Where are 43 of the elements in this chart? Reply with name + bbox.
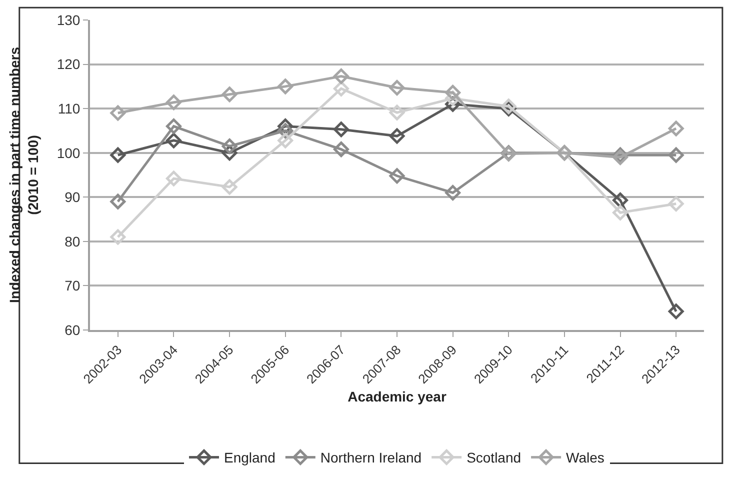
point (333, 142, 349, 158)
y-tick-label: 120 (56, 56, 80, 72)
point (166, 118, 182, 134)
point (389, 80, 405, 96)
point (333, 68, 349, 84)
y-tick-label: 100 (56, 144, 80, 161)
x-axis-title: Academic year (348, 388, 447, 404)
y-tick-label: 110 (58, 100, 80, 116)
point (110, 229, 126, 245)
point (389, 128, 405, 144)
point (668, 120, 684, 136)
point (222, 179, 238, 195)
point (278, 132, 294, 148)
point (110, 105, 126, 121)
y-axis-title: Indexed changes in part time numbers (2010 = 100) (6, 46, 41, 303)
point (110, 194, 126, 210)
point (333, 122, 349, 138)
legend-label: Wales (566, 450, 604, 466)
point (166, 170, 182, 186)
point (389, 104, 405, 120)
point (222, 138, 238, 154)
point (333, 80, 349, 96)
point (668, 147, 684, 163)
point (612, 204, 628, 220)
y-tick-label: 60 (64, 322, 80, 338)
point (110, 147, 126, 163)
point (166, 132, 182, 148)
point (668, 196, 684, 212)
point (278, 78, 294, 94)
y-tick-label: 80 (64, 233, 80, 250)
legend-label: England (224, 450, 276, 466)
point (445, 184, 461, 200)
point (445, 84, 461, 100)
point (222, 86, 238, 102)
point (668, 304, 684, 320)
y-tick-label: 130 (56, 12, 80, 28)
legend-label: Scotland (466, 450, 522, 466)
point (166, 94, 182, 110)
y-tick-label: 70 (64, 278, 80, 294)
point (389, 168, 405, 184)
point (612, 192, 628, 208)
legend-label: Northern Ireland (320, 450, 422, 466)
y-tick-label: 90 (64, 189, 80, 206)
